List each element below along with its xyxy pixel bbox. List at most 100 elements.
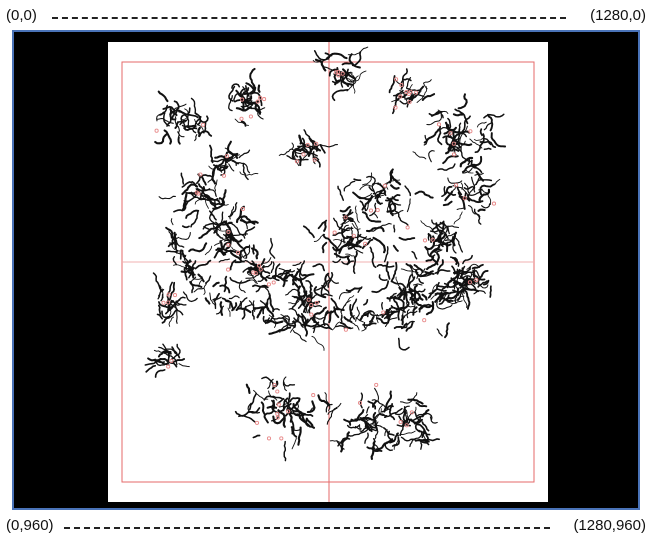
root-segment bbox=[447, 124, 452, 133]
root-segment bbox=[199, 185, 206, 201]
root-segment bbox=[406, 274, 413, 288]
root-segment bbox=[181, 183, 199, 196]
detection-marker bbox=[154, 128, 159, 133]
root-segment bbox=[412, 151, 427, 160]
root-segment bbox=[399, 419, 409, 437]
root-segment bbox=[147, 357, 169, 363]
root-segment bbox=[456, 185, 463, 196]
root-segment bbox=[163, 112, 170, 127]
root-segment bbox=[421, 93, 436, 101]
root-segment bbox=[383, 246, 389, 263]
root-segment bbox=[437, 238, 444, 248]
root-segment bbox=[351, 322, 360, 331]
root-segment bbox=[472, 273, 486, 281]
root-segment bbox=[395, 276, 408, 295]
root-segment bbox=[170, 358, 186, 364]
root-segment bbox=[413, 301, 416, 309]
root-segment bbox=[293, 317, 304, 328]
root-segment bbox=[213, 220, 228, 234]
detection-marker bbox=[374, 382, 379, 387]
root-segment bbox=[416, 86, 427, 103]
root-segment bbox=[391, 89, 410, 103]
root-segment bbox=[433, 248, 441, 253]
root-segment bbox=[392, 244, 399, 252]
root-segment bbox=[252, 244, 255, 255]
root-segment bbox=[223, 275, 228, 293]
root-segment bbox=[240, 95, 253, 104]
root-segment bbox=[269, 237, 276, 259]
root-segment bbox=[298, 134, 308, 148]
detection-marker bbox=[240, 97, 245, 102]
root-segment bbox=[413, 283, 423, 286]
root-segment bbox=[312, 321, 320, 327]
root-segment bbox=[470, 176, 476, 193]
root-segment bbox=[197, 189, 217, 197]
image-viewport[interactable] bbox=[12, 30, 640, 510]
root-segment bbox=[369, 246, 377, 269]
root-segment bbox=[483, 121, 493, 131]
root-segment bbox=[227, 232, 243, 249]
root-segment bbox=[359, 392, 364, 409]
root-segment bbox=[378, 274, 388, 282]
root-segment bbox=[399, 90, 406, 100]
root-segment bbox=[444, 185, 453, 196]
root-segment bbox=[447, 226, 450, 235]
root-segment bbox=[350, 409, 365, 422]
root-segment bbox=[325, 403, 333, 413]
detection-marker bbox=[239, 116, 244, 121]
root-segment bbox=[324, 272, 330, 285]
root-segment bbox=[400, 436, 419, 442]
root-segment bbox=[436, 328, 443, 337]
root-segment bbox=[181, 225, 190, 229]
root-segment bbox=[297, 401, 301, 413]
root-segment bbox=[201, 190, 210, 201]
root-segment bbox=[198, 279, 204, 288]
root-segment bbox=[365, 226, 385, 233]
detection-marker bbox=[422, 238, 428, 243]
detection-marker bbox=[491, 201, 497, 206]
root-segment bbox=[436, 301, 453, 310]
root-segment bbox=[229, 249, 243, 263]
root-segment bbox=[443, 282, 456, 289]
root-segment bbox=[416, 412, 433, 421]
root-segment bbox=[268, 314, 277, 328]
root-segment bbox=[370, 447, 376, 460]
root-segment bbox=[383, 390, 393, 413]
detection-marker bbox=[332, 230, 337, 235]
root-segment bbox=[156, 117, 174, 124]
root-segment bbox=[391, 280, 407, 293]
root-segment bbox=[327, 272, 334, 288]
root-segment bbox=[387, 430, 392, 441]
detection-marker bbox=[272, 382, 277, 388]
root-segment bbox=[161, 316, 170, 324]
root-segment bbox=[349, 298, 358, 317]
root-segment bbox=[342, 224, 349, 232]
root-segment bbox=[400, 68, 409, 90]
root-segment bbox=[361, 320, 374, 332]
root-segment bbox=[209, 144, 214, 164]
root-segment bbox=[440, 235, 454, 246]
detection-marker bbox=[166, 300, 171, 305]
root-segment bbox=[320, 282, 326, 298]
root-segment bbox=[462, 254, 473, 265]
root-segment bbox=[171, 245, 182, 252]
root-segment bbox=[235, 307, 252, 314]
root-segment bbox=[156, 313, 164, 320]
detection-marker bbox=[305, 142, 310, 147]
detection-marker bbox=[279, 436, 284, 441]
root-segment bbox=[301, 292, 308, 314]
root-segment bbox=[185, 209, 200, 219]
root-segment bbox=[229, 233, 249, 238]
detection-marker bbox=[336, 73, 341, 78]
root-segment bbox=[292, 261, 302, 267]
root-segment bbox=[310, 300, 321, 309]
root-segment bbox=[372, 236, 387, 254]
detection-marker bbox=[357, 400, 363, 405]
root-segment bbox=[198, 130, 213, 137]
root-segment bbox=[239, 245, 250, 261]
root-segment bbox=[494, 178, 501, 185]
top-dashed-guide bbox=[52, 17, 566, 19]
root-segment bbox=[459, 267, 464, 278]
root-segment bbox=[255, 284, 268, 293]
detection-marker bbox=[413, 90, 419, 95]
